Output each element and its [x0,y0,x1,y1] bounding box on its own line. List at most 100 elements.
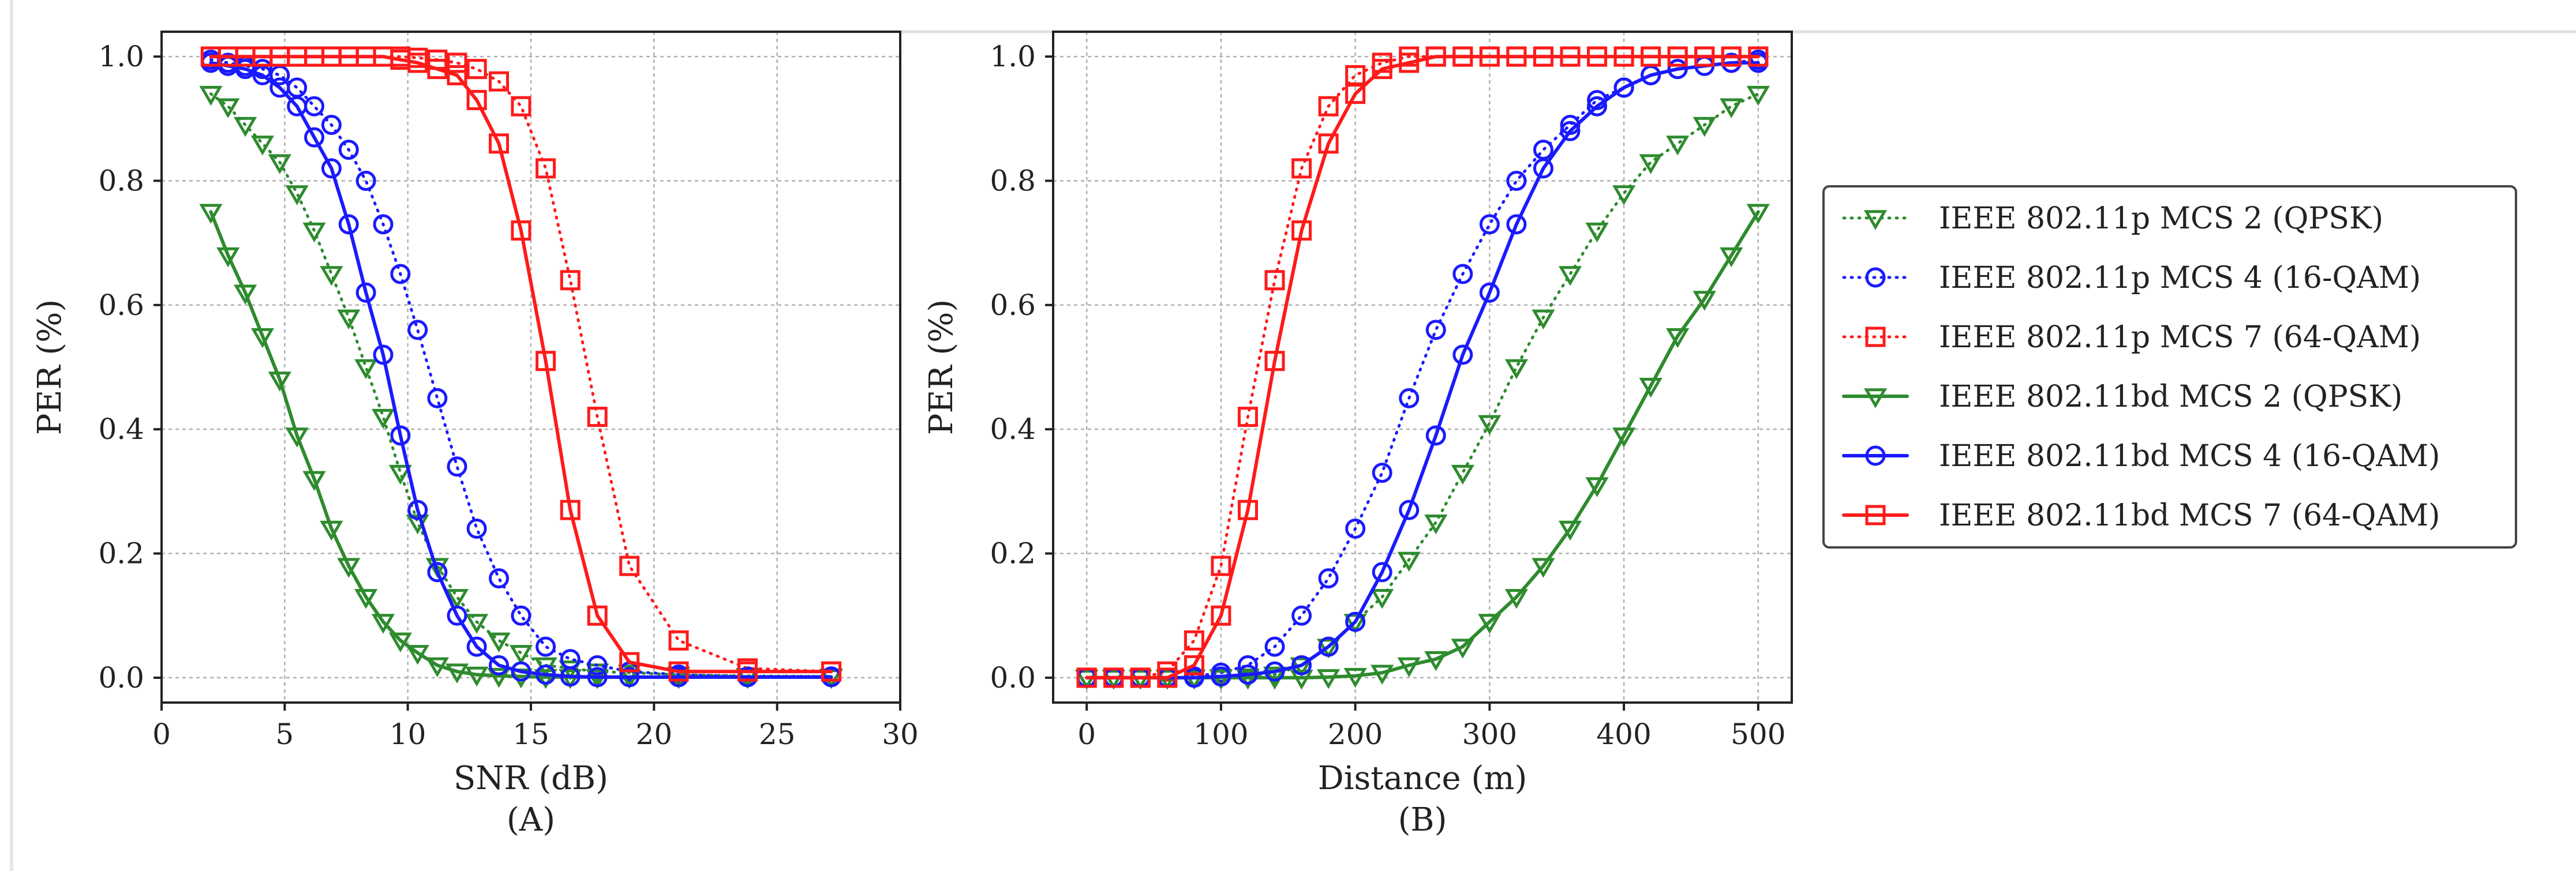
data-point [536,636,556,657]
data-point [465,666,489,687]
series-2 [200,46,842,682]
data-point [1666,136,1690,156]
series-line [1085,61,1760,679]
series-0 [1075,85,1770,690]
data-point [390,425,411,446]
series-3 [1075,204,1770,690]
data-point [216,247,240,268]
data-point [1371,589,1394,609]
data-point [489,71,510,92]
data-point [536,158,556,179]
data-point [560,666,581,687]
legend-marker [1865,267,1886,288]
data-point [1237,500,1258,520]
data-point [1613,77,1634,98]
data-point [1479,214,1500,235]
data-point [427,562,448,583]
data-point [1560,46,1581,67]
series-5 [200,46,842,682]
data-point [1506,170,1527,191]
data-point [1318,636,1339,657]
x-tick-label: 0 [152,718,171,751]
data-point [466,636,487,657]
data-point [406,645,429,665]
data-point [1720,98,1743,118]
data-point [354,589,378,609]
data-point [1479,46,1500,67]
data-point [371,408,395,429]
data-point [1613,46,1634,67]
data-point [355,170,376,191]
data-point [1184,655,1204,675]
data-point [487,667,511,688]
y-tick-label: 0.2 [990,537,1036,570]
data-point [447,65,467,85]
data-point [1532,309,1555,330]
y-tick-label: 1.0 [98,40,144,73]
data-point [1478,415,1502,436]
series-line [209,55,833,673]
data-point [447,52,467,73]
data-point [1666,328,1690,348]
x-tick-label: 5 [275,718,294,751]
y-tick-label: 0.8 [990,164,1036,197]
legend-label: IEEE 802.11bd MCS 7 (64-QAM) [1939,498,2440,533]
series-1 [1076,49,1769,688]
data-point [559,669,582,689]
data-point [489,568,510,589]
data-point [1399,388,1420,408]
legend: IEEE 802.11p MCS 2 (QPSK) IEEE 802.11p MC… [1822,185,2517,549]
data-point [511,605,531,626]
data-point [1103,667,1124,688]
data-point [304,127,325,148]
data-point [371,614,395,634]
data-point [427,388,448,408]
data-point [668,630,689,651]
data-point [1236,670,1260,690]
data-point [509,645,533,665]
x-tick-label: 20 [636,718,673,751]
data-point [1533,158,1553,179]
x-tick-label: 400 [1596,718,1651,751]
data-point [268,371,291,392]
data-point [1184,630,1204,651]
data-point [1184,667,1204,688]
series-4 [200,52,842,688]
y-tick-label: 0.0 [990,661,1036,694]
y-tick-label: 0.4 [98,412,144,446]
data-point [489,655,510,675]
data-point [1318,568,1339,589]
x-tick-label: 100 [1193,718,1248,751]
data-point [466,518,487,539]
x-tick-label: 200 [1328,718,1383,751]
data-point [1345,84,1366,104]
data-point [534,669,557,689]
data-point [1264,270,1285,291]
data-point [1451,464,1474,485]
data-point [304,96,325,117]
data-point [1720,247,1743,268]
data-point [321,158,342,179]
data-point [465,614,489,634]
data-point [1316,669,1341,689]
series-line [209,58,833,678]
data-point [1558,520,1582,541]
data-point [1372,463,1392,483]
data-point [1424,651,1448,671]
data-point [338,140,359,160]
data-point [1641,46,1661,67]
data-point [1237,407,1258,427]
panel-label: (B) [1398,801,1447,839]
x-tick-label: 500 [1731,718,1785,751]
data-point [320,520,343,541]
legend-label: IEEE 802.11p MCS 2 (QPSK) [1939,201,2383,236]
data-point [407,320,428,340]
x-tick-label: 0 [1077,718,1096,751]
data-point [1746,85,1770,106]
data-point [1506,214,1527,235]
chart-panel-a: 0 5 10 15 20 25 30 0.0 0.2 0.4 0.6 0.8 1.0 SNR (dB) (A… [31,31,919,839]
data-point [250,328,275,348]
data-point [355,282,376,303]
data-point [373,214,394,235]
